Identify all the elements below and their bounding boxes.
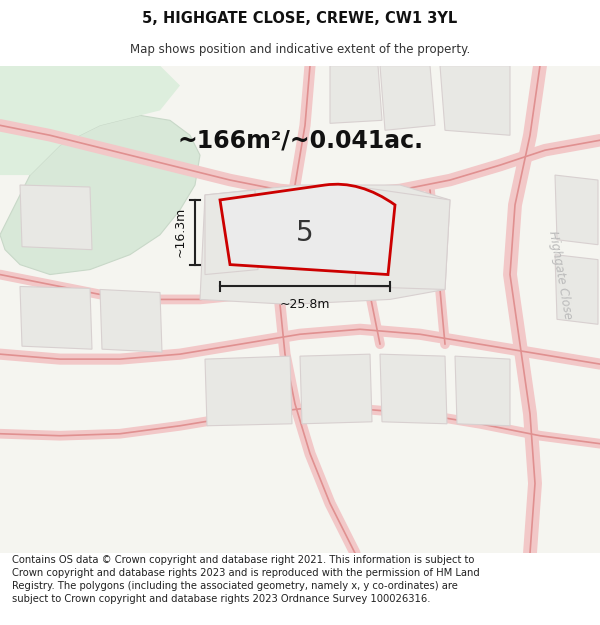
Polygon shape <box>200 185 450 304</box>
Polygon shape <box>0 66 180 175</box>
Polygon shape <box>555 175 598 245</box>
Polygon shape <box>330 66 382 123</box>
Polygon shape <box>205 356 292 426</box>
Polygon shape <box>205 190 258 274</box>
Polygon shape <box>0 116 200 274</box>
Text: ~16.3m: ~16.3m <box>174 207 187 258</box>
Polygon shape <box>440 66 510 135</box>
Polygon shape <box>100 289 162 352</box>
Polygon shape <box>20 185 92 249</box>
Text: ~166m²/~0.041ac.: ~166m²/~0.041ac. <box>177 128 423 152</box>
FancyBboxPatch shape <box>0 66 600 553</box>
Text: 5, HIGHGATE CLOSE, CREWE, CW1 3YL: 5, HIGHGATE CLOSE, CREWE, CW1 3YL <box>142 11 458 26</box>
Polygon shape <box>20 286 92 349</box>
Polygon shape <box>355 187 450 289</box>
Polygon shape <box>380 66 435 130</box>
Text: ~25.8m: ~25.8m <box>280 298 330 311</box>
Text: 5: 5 <box>296 219 314 247</box>
Text: Contains OS data © Crown copyright and database right 2021. This information is : Contains OS data © Crown copyright and d… <box>12 554 480 604</box>
Polygon shape <box>555 254 598 324</box>
Polygon shape <box>300 354 372 424</box>
PathPatch shape <box>220 184 395 274</box>
Text: Map shows position and indicative extent of the property.: Map shows position and indicative extent… <box>130 42 470 56</box>
Polygon shape <box>455 356 510 426</box>
Polygon shape <box>380 354 447 424</box>
Text: Highgate Close: Highgate Close <box>546 229 574 320</box>
